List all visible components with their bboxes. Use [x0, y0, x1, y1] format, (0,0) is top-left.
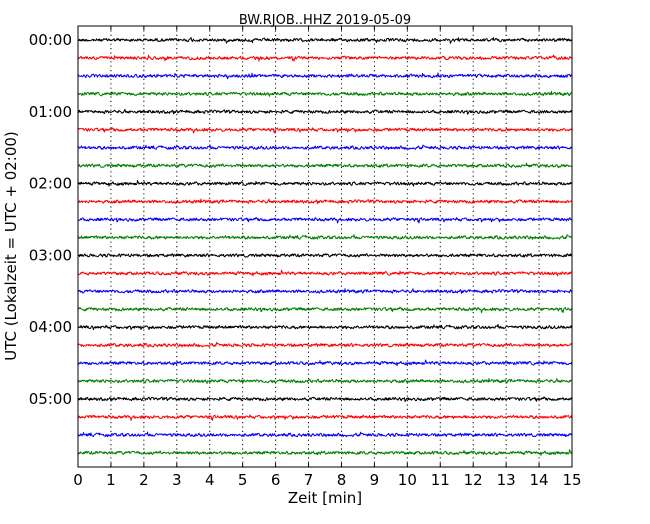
seismogram-trace — [77, 180, 573, 187]
seismogram-trace — [77, 449, 573, 456]
y-tick-label: 03:00 — [29, 246, 72, 264]
seismogram-trace — [77, 341, 573, 348]
y-tick-label: 02:00 — [29, 175, 72, 193]
grid-lines — [110, 26, 540, 467]
seismogram-trace — [77, 377, 573, 385]
seismogram-trace — [77, 253, 573, 258]
x-tick-label: 15 — [562, 471, 581, 489]
y-tick-labels: 00:00 01:00 02:00 03:00 04:00 05:00 — [29, 31, 72, 408]
seismogram-trace — [77, 216, 573, 224]
seismogram-trace — [77, 36, 573, 44]
y-tick-label: 00:00 — [29, 31, 72, 49]
chart-title: BW.RJOB..HHZ 2019-05-09 — [239, 13, 411, 28]
seismogram-trace — [77, 127, 573, 134]
seismogram-traces — [77, 36, 573, 456]
seismogram-trace — [77, 269, 573, 277]
seismogram-trace — [77, 396, 573, 402]
x-tick-label: 5 — [238, 471, 248, 489]
seismogram-trace — [77, 306, 573, 314]
seismogram-trace — [77, 431, 573, 438]
y-tick-label: 04:00 — [29, 318, 72, 336]
seismogram-trace — [77, 72, 573, 80]
x-tick-label: 12 — [464, 471, 483, 489]
x-tick-label: 14 — [530, 471, 549, 489]
x-tick-label: 1 — [106, 471, 116, 489]
seismogram-trace — [77, 108, 573, 115]
seismogram-trace — [77, 414, 573, 421]
x-tick-label: 7 — [304, 471, 314, 489]
x-tick-label: 13 — [497, 471, 516, 489]
x-tick-labels: 0 1 2 3 4 5 6 7 8 9 10 11 12 13 14 15 — [73, 471, 581, 489]
x-tick-label: 2 — [139, 471, 149, 489]
x-tick-label: 8 — [337, 471, 347, 489]
x-tick-label: 10 — [398, 471, 417, 489]
x-tick-label: 3 — [172, 471, 182, 489]
seismogram-trace — [77, 359, 573, 367]
seismogram-trace — [77, 323, 573, 331]
plot-frame — [77, 25, 573, 468]
y-axis-label: UTC (Lokalzeit = UTC + 02:00) — [2, 131, 20, 361]
x-tick-label: 11 — [431, 471, 450, 489]
seismogram-trace — [77, 288, 573, 294]
x-tick-label: 0 — [73, 471, 83, 489]
x-tick-label: 4 — [205, 471, 215, 489]
seismogram-trace — [77, 198, 573, 205]
y-tick-label: 01:00 — [29, 103, 72, 121]
seismogram-trace — [77, 234, 573, 240]
seismogram-trace — [77, 144, 573, 151]
x-tick-label: 6 — [271, 471, 281, 489]
x-axis-label: Zeit [min] — [288, 489, 362, 507]
x-tick-label: 9 — [370, 471, 380, 489]
seismogram-trace — [77, 90, 573, 97]
axis-ticks — [77, 26, 573, 467]
seismogram-trace — [77, 54, 573, 62]
y-tick-label: 05:00 — [29, 390, 72, 408]
seismogram-trace — [77, 162, 573, 169]
